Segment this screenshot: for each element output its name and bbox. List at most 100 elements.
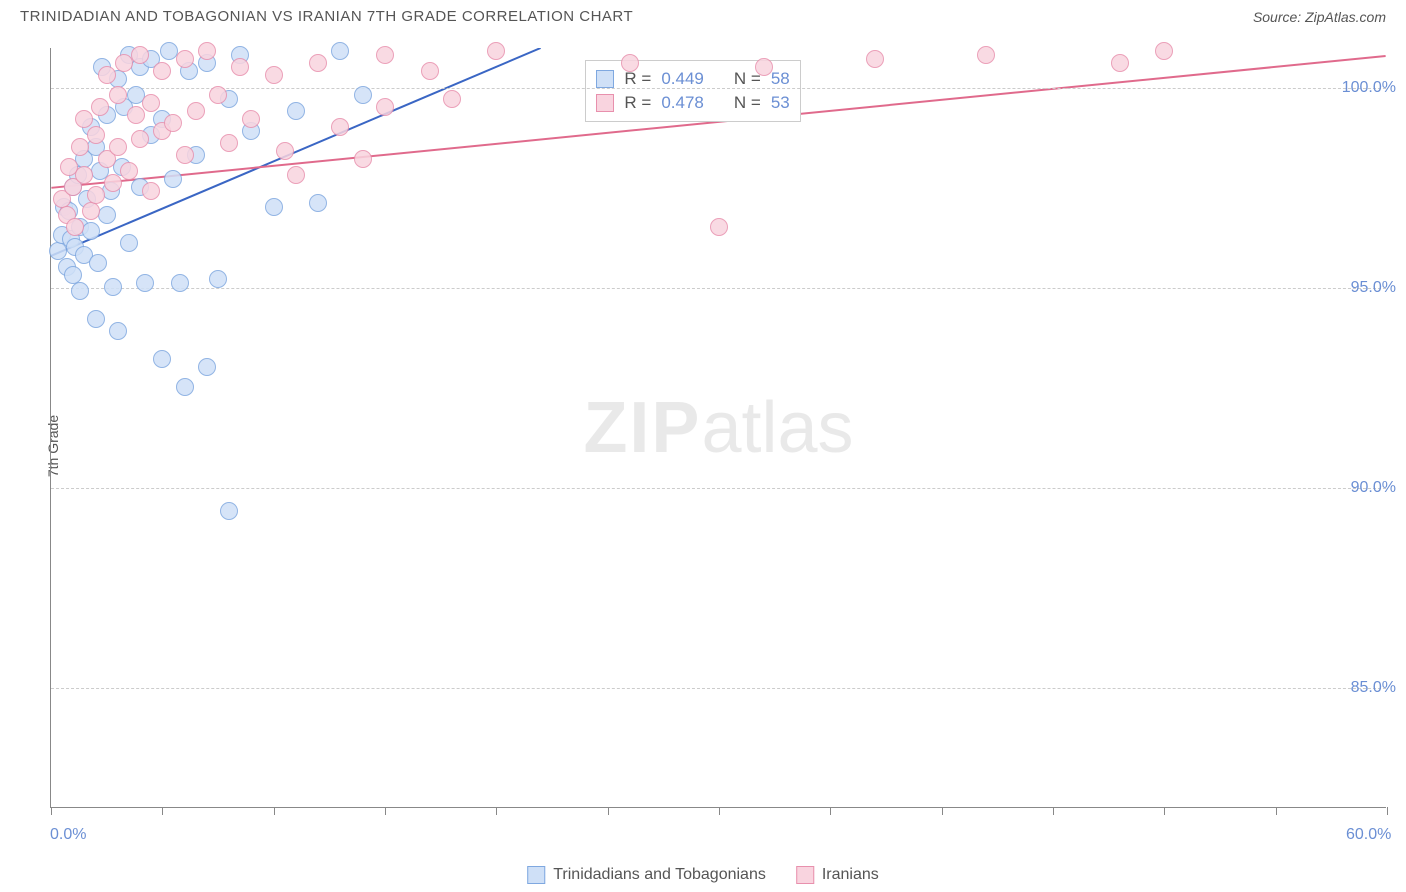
data-point [153,350,171,368]
data-point [153,62,171,80]
x-tick-label: 60.0% [1346,826,1391,844]
data-point [276,142,294,160]
chart-title: TRINIDADIAN AND TOBAGONIAN VS IRANIAN 7T… [20,8,633,25]
data-point [176,378,194,396]
data-point [309,194,327,212]
data-point [265,66,283,84]
y-tick-label: 90.0% [1351,479,1396,497]
x-tick [385,807,386,815]
source-attribution: Source: ZipAtlas.com [1253,9,1386,25]
x-tick [162,807,163,815]
x-tick [719,807,720,815]
data-point [1111,54,1129,72]
data-point [71,282,89,300]
data-point [131,130,149,148]
bottom-legend: Trinidadians and Tobagonians Iranians [527,866,879,884]
stat-label: R = [624,93,651,113]
stat-n-value: 53 [771,93,790,113]
gridline [51,688,1386,689]
data-point [621,54,639,72]
gridline [51,88,1386,89]
trend-lines [51,48,1386,807]
data-point [354,86,372,104]
series-swatch [596,70,614,88]
x-tick [51,807,52,815]
data-point [104,278,122,296]
gridline [51,488,1386,489]
data-point [109,322,127,340]
legend-label: Iranians [822,866,879,884]
data-point [136,274,154,292]
scatter-chart: ZIPatlas R =0.449N =58R =0.478N =53 [50,48,1386,808]
data-point [87,310,105,328]
series-swatch [596,94,614,112]
data-point [242,110,260,128]
data-point [142,94,160,112]
data-point [176,50,194,68]
data-point [176,146,194,164]
data-point [443,90,461,108]
stat-n-value: 58 [771,69,790,89]
data-point [89,254,107,272]
data-point [209,270,227,288]
data-point [231,58,249,76]
data-point [109,138,127,156]
data-point [1155,42,1173,60]
data-point [98,66,116,84]
data-point [120,234,138,252]
data-point [287,102,305,120]
x-tick [942,807,943,815]
data-point [87,126,105,144]
data-point [421,62,439,80]
data-point [131,46,149,64]
data-point [75,166,93,184]
data-point [354,150,372,168]
x-tick [1387,807,1388,815]
data-point [71,138,89,156]
data-point [87,186,105,204]
gridline [51,288,1386,289]
data-point [120,162,138,180]
data-point [755,58,773,76]
data-point [265,198,283,216]
stats-row: R =0.478N =53 [596,91,789,115]
stat-r-value: 0.478 [661,93,704,113]
x-tick [608,807,609,815]
data-point [977,46,995,64]
watermark: ZIPatlas [583,387,853,469]
data-point [220,134,238,152]
data-point [376,98,394,116]
data-point [487,42,505,60]
legend-swatch [527,866,545,884]
data-point [198,358,216,376]
data-point [331,42,349,60]
data-point [220,502,238,520]
data-point [82,222,100,240]
data-point [66,218,84,236]
data-point [710,218,728,236]
data-point [866,50,884,68]
data-point [82,202,100,220]
data-point [198,42,216,60]
legend-item: Trinidadians and Tobagonians [527,866,766,884]
data-point [164,114,182,132]
data-point [164,170,182,188]
data-point [287,166,305,184]
data-point [187,102,205,120]
data-point [142,182,160,200]
data-point [98,206,116,224]
stat-label: R = [624,69,651,89]
x-tick [1164,807,1165,815]
x-tick [274,807,275,815]
data-point [171,274,189,292]
y-tick-label: 95.0% [1351,279,1396,297]
x-tick [1276,807,1277,815]
data-point [127,106,145,124]
x-tick [830,807,831,815]
x-tick [496,807,497,815]
x-tick-label: 0.0% [50,826,86,844]
x-tick [1053,807,1054,815]
y-tick-label: 85.0% [1351,679,1396,697]
data-point [75,110,93,128]
data-point [91,98,109,116]
